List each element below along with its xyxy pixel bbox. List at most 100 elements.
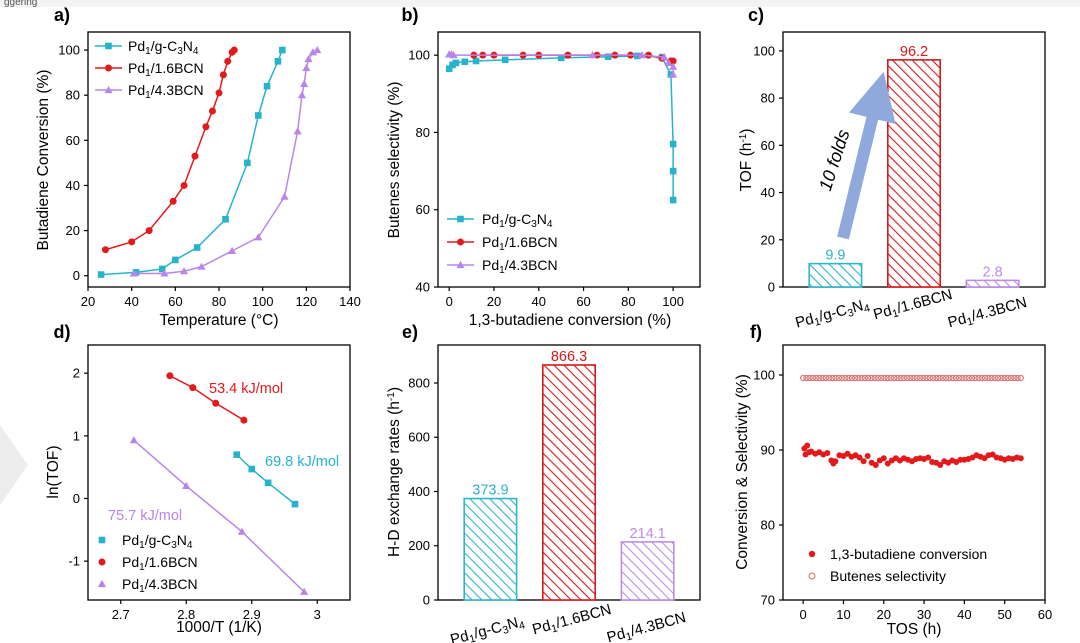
selectivity-point	[985, 374, 992, 382]
y-tick-label: 0	[73, 268, 80, 283]
x-tick-label: 40	[124, 294, 138, 309]
y-tick-label: 600	[408, 430, 430, 445]
selectivity-point	[917, 374, 924, 382]
y-tick-label: 0	[423, 593, 430, 608]
selectivity-point	[942, 374, 950, 382]
fit-line-2	[133, 439, 305, 593]
y-tick-label: 0	[73, 491, 80, 506]
selectivity-point	[904, 374, 911, 382]
data-point	[297, 91, 307, 99]
legend-label: Pd1/1.6BCN	[122, 554, 198, 573]
x-tick-label: 40	[957, 607, 971, 622]
plot-frame	[782, 344, 1046, 601]
data-point	[279, 46, 286, 54]
y-tick-label: 60	[416, 202, 430, 217]
data-point	[97, 271, 105, 278]
activation-energy-label: 53.4 kJ/mol	[209, 381, 283, 397]
selectivity-point	[868, 374, 875, 382]
data-point	[669, 167, 677, 175]
x-tick-label: 2.8	[177, 607, 195, 622]
category-label: Pd1/4.3BCN	[946, 294, 1029, 333]
x-tick-label: 60	[168, 294, 182, 309]
y-axis-label: ln(TOF)	[45, 445, 62, 498]
selectivity-point	[803, 374, 810, 382]
selectivity-point	[949, 374, 956, 382]
data-point	[588, 51, 597, 59]
bar-0	[463, 497, 518, 601]
x-axis-label: TOS (h)	[887, 621, 942, 638]
legend-label: 1,3-butadiene conversion	[830, 546, 987, 562]
legend-marker	[105, 64, 112, 72]
y-tick-label: 40	[761, 185, 775, 200]
data-point	[274, 58, 282, 65]
data-point	[145, 227, 153, 235]
bar-1	[886, 59, 941, 288]
cut-caption-text: ggering	[4, 0, 37, 8]
data-point	[637, 51, 646, 59]
selectivity-point	[994, 374, 1002, 382]
x-tick-label: 10	[836, 607, 850, 622]
data-point	[172, 256, 179, 264]
legend-label: Pd1/g-C3N4	[128, 38, 199, 57]
selectivity-point	[891, 374, 898, 382]
panel-letter: f)	[750, 322, 762, 342]
x-tick-label: 80	[621, 294, 635, 309]
x-axis-label: Temperature (°C)	[159, 312, 278, 329]
panel-c: 0 20 40 60 80 100 c) 9.9 Pd1/g-C3N4 96.2 Pd1/1.6BC…	[738, 5, 1046, 333]
selectivity-point	[858, 374, 865, 382]
y-tick-label: 20	[761, 232, 775, 247]
legend-label: Pd1/g-C3N4	[482, 211, 553, 230]
figure-caption-strip	[0, 0, 1080, 7]
y-tick-label: 80	[761, 518, 775, 533]
selectivity-point	[920, 374, 927, 382]
data-point	[230, 46, 238, 54]
x-tick-label: 100	[252, 294, 274, 309]
data-point	[189, 384, 197, 392]
data-point	[233, 451, 240, 458]
data-point	[300, 79, 309, 87]
legend-label: Pd1/4.3BCN	[122, 576, 198, 595]
legend-label: Pd1/g-C3N4	[122, 532, 193, 551]
data-point	[445, 65, 453, 73]
data-point	[313, 45, 322, 54]
conversion-point	[925, 454, 932, 461]
x-tick-label: 120	[295, 294, 317, 309]
legend-label: Pd1/1.6BCN	[482, 234, 558, 253]
legend-marker	[104, 85, 113, 94]
x-tick-label: 60	[1038, 607, 1052, 622]
selectivity-point	[965, 374, 972, 382]
y-tick-label: 800	[408, 375, 430, 390]
data-point	[293, 127, 302, 135]
legend-marker	[98, 536, 106, 544]
selectivity-point	[871, 374, 878, 382]
selectivity-point	[962, 374, 969, 382]
data-point	[208, 107, 216, 115]
y-tick-label: 70	[761, 593, 775, 608]
x-tick-label: 0	[446, 294, 453, 309]
data-point	[224, 57, 232, 65]
y-tick-label: 80	[416, 125, 430, 140]
page-turn-chevron	[0, 425, 28, 505]
legend-marker	[97, 579, 107, 588]
selectivity-point	[852, 374, 859, 382]
selectivity-point	[936, 374, 943, 382]
x-tick-label: 50	[997, 607, 1011, 622]
data-point	[182, 481, 191, 490]
data-point	[180, 181, 188, 189]
data-point	[461, 58, 469, 66]
selectivity-point	[813, 374, 820, 382]
data-point	[197, 262, 206, 270]
selectivity-point	[926, 374, 933, 382]
selectivity-point	[939, 374, 946, 382]
selectivity-point	[988, 374, 995, 382]
data-point	[308, 48, 317, 56]
panel-letter: d)	[54, 322, 71, 342]
data-point	[280, 192, 289, 200]
data-point	[129, 269, 138, 277]
selectivity-point	[1011, 374, 1018, 382]
selectivity-point	[930, 374, 937, 382]
y-tick-label: 0	[768, 280, 775, 295]
selectivity-point	[959, 374, 966, 382]
selectivity-point	[819, 374, 826, 382]
data-point	[263, 82, 271, 90]
